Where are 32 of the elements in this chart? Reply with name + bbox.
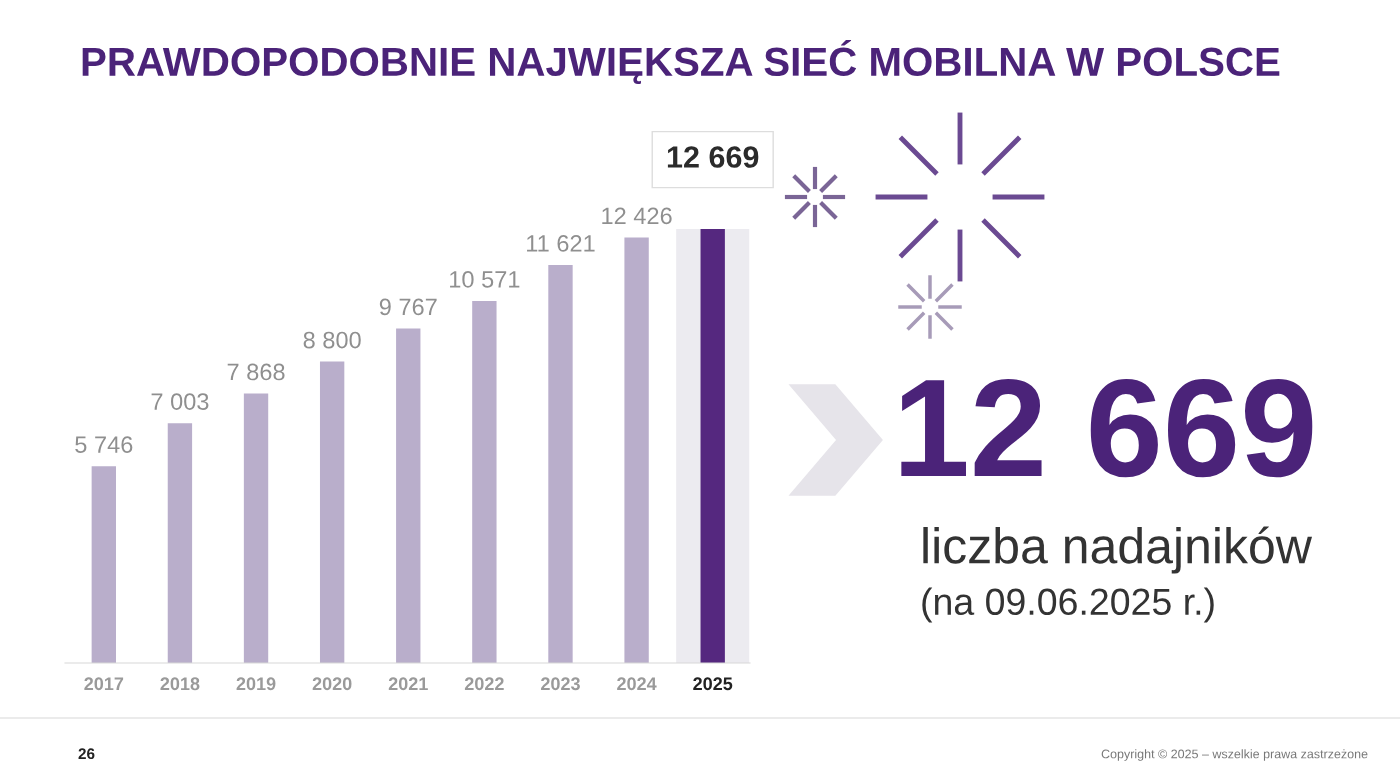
x-tick-label: 2020 <box>312 677 352 691</box>
data-label: 9 767 <box>379 298 437 316</box>
annotation: 12 669 <box>667 146 759 168</box>
bar <box>396 328 421 663</box>
x-tick-label: 2024 <box>617 677 657 691</box>
data-label: 11 621 <box>527 235 595 252</box>
bar <box>243 393 269 663</box>
x-tick-label: 2017 <box>84 677 124 691</box>
x-tick-label: 2019 <box>236 677 276 691</box>
text: Copyright © 2025 – wszelkie prawa zastrzeżone <box>1101 749 1368 761</box>
data-label: 10 571 <box>450 271 520 288</box>
data-label: 8 800 <box>303 331 361 349</box>
text: 12 669 <box>901 378 1313 478</box>
data-label: 7 003 <box>151 393 209 410</box>
bar <box>167 423 193 663</box>
text: (na 09.06.2025 r.) <box>922 587 1214 623</box>
bar <box>472 300 497 663</box>
x-tick-label: 2022 <box>464 677 504 691</box>
bar <box>91 466 116 663</box>
x-tick-label: 2023 <box>541 677 580 691</box>
x-tick-label: 2021 <box>388 677 428 691</box>
bar <box>319 361 345 663</box>
data-label: 12 426 <box>602 207 672 225</box>
data-label: 5 746 <box>75 436 133 453</box>
x-tick-label: 2025 <box>693 677 733 691</box>
data-label: 7 868 <box>227 363 285 381</box>
text: liczba nadajników <box>923 526 1313 574</box>
text: 26 <box>78 748 95 760</box>
bar <box>548 265 573 663</box>
bar <box>624 237 649 663</box>
chart-title: PRAWDOPODOBNIE NAJWIĘKSZA SIEĆ MOBILNA W POLSCE <box>82 39 1280 85</box>
x-tick-label: 2018 <box>160 677 200 691</box>
